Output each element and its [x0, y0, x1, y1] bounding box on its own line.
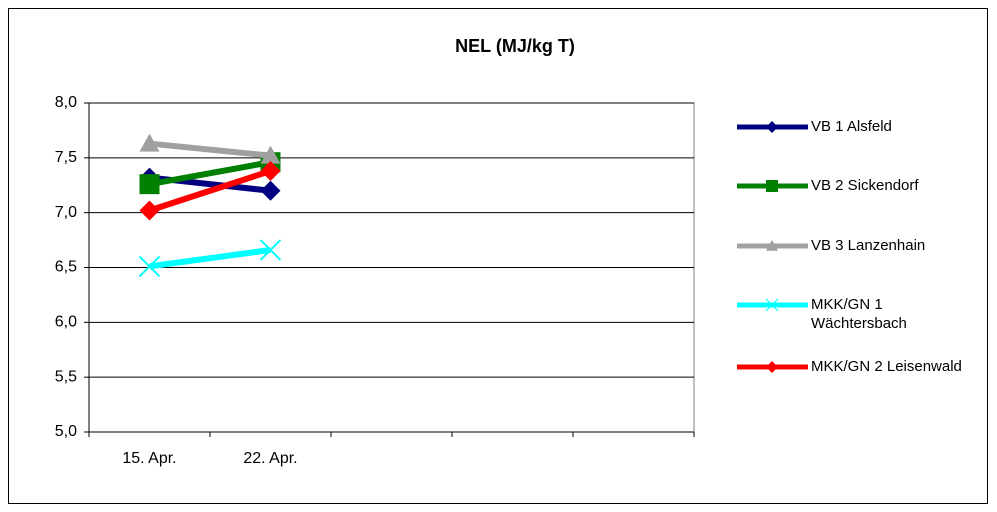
- series: [139, 160, 281, 221]
- legend-label: MKK/GN 1 Wächtersbach: [811, 296, 907, 332]
- series-line: [148, 168, 272, 214]
- y-tick-label: 5,5: [55, 368, 77, 385]
- series-line: [149, 246, 271, 270]
- data-point: [259, 239, 282, 261]
- legend-label: MKK/GN 2 Leisenwald: [811, 358, 962, 375]
- legend-label: VB 2 Sickendorf: [811, 177, 919, 194]
- legend-label: VB 3 Lanzenhain: [811, 237, 926, 254]
- series-line: [149, 140, 271, 159]
- series: [139, 133, 281, 164]
- data-point: [260, 160, 281, 181]
- series: [138, 239, 282, 278]
- y-tick-label: 7,5: [55, 149, 77, 166]
- y-tick-label: 6,0: [55, 314, 77, 331]
- legend-marker: [766, 121, 778, 133]
- x-tick-label: 22. Apr.: [243, 450, 297, 467]
- y-tick-label: 5,0: [55, 423, 77, 440]
- data-point: [138, 255, 161, 278]
- y-tick-label: 6,5: [55, 259, 77, 276]
- legend-marker: [765, 298, 779, 312]
- data-point: [139, 200, 160, 221]
- x-tick-label: 15. Apr.: [122, 450, 176, 467]
- legend-label: VB 1 Alsfeld: [811, 118, 892, 135]
- y-tick-label: 7,0: [55, 204, 77, 221]
- data-point: [260, 145, 281, 164]
- series-line: [148, 159, 272, 188]
- chart-title: NEL (MJ/kg T): [455, 36, 575, 56]
- data-point: [139, 174, 160, 195]
- y-tick-label: 8,0: [55, 94, 77, 111]
- legend-marker: [766, 361, 778, 373]
- data-point: [139, 133, 160, 152]
- legend-marker: [766, 180, 778, 192]
- legend-marker: [766, 240, 778, 251]
- data-point: [260, 180, 281, 201]
